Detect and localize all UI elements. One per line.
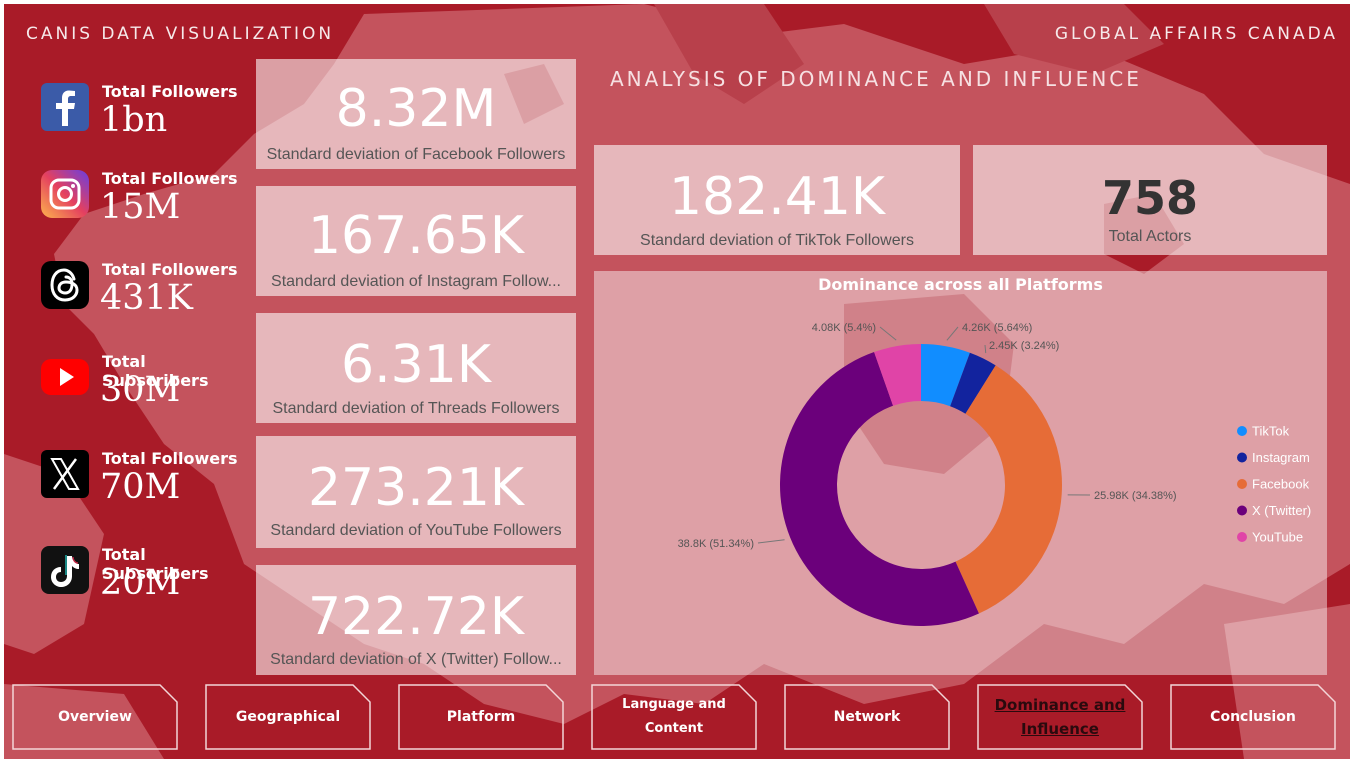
- platform-value: 15M: [100, 187, 180, 227]
- legend-swatch: [1237, 426, 1247, 436]
- stddev-value: 722.72K: [256, 587, 576, 647]
- platform-value: 70M: [100, 467, 180, 507]
- org-title: GLOBAL AFFAIRS CANADA: [1055, 24, 1338, 44]
- platform-value: 30M: [100, 370, 180, 410]
- stddev-caption: Standard deviation of Threads Followers: [262, 400, 570, 418]
- total-actors-caption: Total Actors: [979, 228, 1321, 246]
- instagram-icon: [40, 169, 90, 219]
- platform-total-instagram: Total Followers 15M: [40, 169, 250, 259]
- nav-label: Language and Content: [591, 693, 757, 741]
- stddev-value: 8.32M: [256, 79, 576, 139]
- total-actors-value: 758: [973, 171, 1327, 225]
- platform-value: 431K: [100, 278, 193, 318]
- facebook-icon: [40, 82, 90, 132]
- legend-label: TikTok: [1252, 424, 1290, 439]
- platform-total-facebook: Total Followers 1bn: [40, 82, 250, 172]
- nav-overview[interactable]: Overview: [12, 684, 178, 750]
- legend-swatch: [1237, 506, 1247, 516]
- platform-value: 20M: [100, 563, 180, 603]
- legend-label: Instagram: [1252, 450, 1310, 465]
- legend-item-instagram[interactable]: Instagram: [1237, 450, 1310, 465]
- stddev-card-tiktok: 182.41K Standard deviation of TikTok Fol…: [594, 145, 960, 255]
- nav-label: Conclusion: [1210, 705, 1296, 729]
- legend-item-tiktok[interactable]: TikTok: [1237, 424, 1290, 439]
- platform-total-threads: Total Followers 431K: [40, 260, 250, 350]
- stddev-card-threads: 6.31K Standard deviation of Threads Foll…: [256, 313, 576, 423]
- legend-label: YouTube: [1252, 530, 1303, 545]
- stddev-caption: Standard deviation of Facebook Followers: [262, 146, 570, 164]
- platform-label: Total Followers: [102, 82, 238, 101]
- nav-platform[interactable]: Platform: [398, 684, 564, 750]
- data-label-instagram: 2.45K (3.24%): [989, 340, 1059, 352]
- stddev-caption: Standard deviation of YouTube Followers: [262, 522, 570, 540]
- stddev-card-youtube: 273.21K Standard deviation of YouTube Fo…: [256, 436, 576, 548]
- platform-value: 1bn: [100, 100, 167, 140]
- data-label-leader: [985, 345, 986, 353]
- data-label-leader: [758, 540, 785, 543]
- legend-swatch: [1237, 453, 1247, 463]
- platform-total-tiktok: Total Subscribers 20M: [40, 545, 250, 635]
- nav-network[interactable]: Network: [784, 684, 950, 750]
- stddev-value: 167.65K: [256, 206, 576, 266]
- nav-dominance-and-influence[interactable]: Dominance and Influence: [977, 684, 1143, 750]
- dashboard-frame: CANIS DATA VISUALIZATION GLOBAL AFFAIRS …: [4, 4, 1350, 759]
- nav-label: Geographical: [236, 705, 340, 729]
- data-label-leader: [947, 327, 958, 340]
- nav-label: Dominance and Influence: [990, 693, 1130, 741]
- data-label-x-twitter: 38.8K (51.34%): [678, 538, 754, 550]
- data-label-facebook: 25.98K (34.38%): [1094, 490, 1177, 502]
- legend-label: Facebook: [1252, 477, 1310, 492]
- stddev-card-instagram: 167.65K Standard deviation of Instagram …: [256, 186, 576, 296]
- stddev-caption: Standard deviation of X (Twitter) Follow…: [262, 651, 570, 669]
- threads-icon: [40, 260, 90, 310]
- legend-item-facebook[interactable]: Facebook: [1237, 477, 1310, 492]
- nav-language-and-content[interactable]: Language and Content: [591, 684, 757, 750]
- platform-label: Total Followers: [102, 449, 238, 468]
- app-title: CANIS DATA VISUALIZATION: [26, 24, 334, 44]
- stddev-card-x: 722.72K Standard deviation of X (Twitter…: [256, 565, 576, 675]
- stddev-value: 6.31K: [256, 335, 576, 395]
- stddev-value: 273.21K: [256, 458, 576, 518]
- legend-item-youtube[interactable]: YouTube: [1237, 530, 1303, 545]
- data-label-tiktok: 4.26K (5.64%): [962, 322, 1032, 334]
- platform-total-x: Total Followers 70M: [40, 449, 250, 539]
- legend-item-x-twitter[interactable]: X (Twitter): [1237, 503, 1311, 518]
- youtube-icon: [36, 352, 94, 402]
- total-actors-card: 758 Total Actors: [973, 145, 1327, 255]
- platform-label: Total Followers: [102, 169, 238, 188]
- nav-geographical[interactable]: Geographical: [205, 684, 371, 750]
- page-subtitle: ANALYSIS OF DOMINANCE AND INFLUENCE: [610, 67, 1142, 91]
- stddev-value: 182.41K: [594, 167, 960, 227]
- stddev-caption: Standard deviation of TikTok Followers: [600, 232, 954, 250]
- legend-swatch: [1237, 532, 1247, 542]
- nav-label: Platform: [447, 705, 515, 729]
- stddev-caption: Standard deviation of Instagram Follow..…: [262, 273, 570, 291]
- nav-label: Network: [834, 705, 901, 729]
- data-label-youtube: 4.08K (5.4%): [812, 322, 876, 334]
- legend-swatch: [1237, 479, 1247, 489]
- x-twitter-icon: [40, 449, 90, 499]
- data-label-leader: [880, 327, 896, 340]
- nav-label: Overview: [58, 705, 132, 729]
- platform-total-youtube: Total Subscribers 30M: [40, 352, 250, 442]
- donut-chart: 4.26K (5.64%) 2.45K (3.24%) 25.98K (34.38%…: [594, 271, 1327, 675]
- stddev-card-facebook: 8.32M Standard deviation of Facebook Fol…: [256, 59, 576, 169]
- nav-conclusion[interactable]: Conclusion: [1170, 684, 1336, 750]
- tiktok-icon: [40, 545, 90, 595]
- legend-label: X (Twitter): [1252, 503, 1311, 518]
- platform-label: Total Followers: [102, 260, 238, 279]
- dominance-chart-card: Dominance across all Platforms 4.26K (5.…: [594, 271, 1327, 675]
